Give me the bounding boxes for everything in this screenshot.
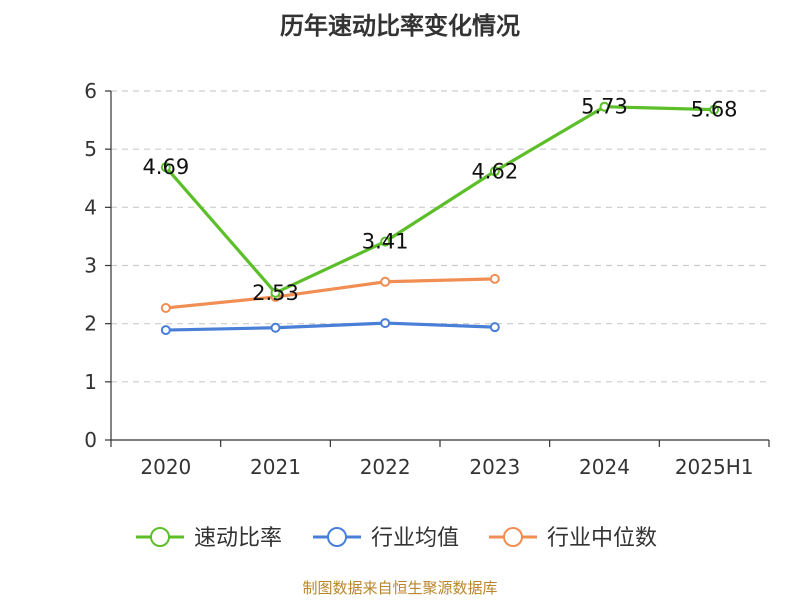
- y-tick-label: 3: [84, 254, 97, 278]
- legend-label: 行业中位数: [547, 526, 657, 551]
- chart-title: 历年速动比率变化情况: [280, 12, 520, 40]
- x-tick-label: 2025H1: [675, 455, 754, 479]
- source-note: 制图数据来自恒生聚源数据库: [302, 579, 498, 597]
- series-line: [165, 321, 495, 332]
- y-tick-label: 0: [84, 428, 97, 452]
- y-tick-label: 5: [84, 137, 97, 161]
- data-label: 4.69: [142, 155, 189, 179]
- legend-label: 行业均值: [371, 526, 459, 551]
- data-label: 3.41: [362, 230, 409, 254]
- data-labels: 4.69 2.53 3.41 4.62 5.73 5.68: [142, 95, 737, 305]
- x-tick-label: 2020: [140, 455, 191, 479]
- data-point[interactable]: [270, 322, 281, 333]
- data-point[interactable]: [160, 162, 171, 173]
- legend-item[interactable]: 行业中位数: [489, 526, 657, 551]
- legend-item[interactable]: 行业均值: [313, 526, 459, 551]
- data-label: 5.73: [581, 95, 628, 119]
- data-point[interactable]: [380, 276, 391, 287]
- y-tick-label: 1: [84, 370, 97, 394]
- data-point[interactable]: [160, 302, 171, 313]
- data-point[interactable]: [489, 322, 500, 333]
- legend[interactable]: 速动比率 行业均值 行业中位数: [136, 526, 657, 551]
- data-point[interactable]: [160, 325, 171, 336]
- series-line: [164, 105, 715, 295]
- series-lines: [160, 101, 720, 336]
- y-tick-label: 6: [84, 79, 97, 103]
- data-point[interactable]: [380, 318, 391, 329]
- data-label: 4.62: [471, 159, 518, 183]
- legend-marker-icon: [327, 527, 347, 547]
- y-tick-label: 2: [84, 312, 97, 336]
- data-point[interactable]: [709, 104, 720, 115]
- y-tick-label: 4: [84, 195, 97, 219]
- legend-label: 速动比率: [194, 526, 282, 551]
- grid-lines: [111, 90, 769, 383]
- x-tick-label: 2021: [250, 455, 301, 479]
- x-tick-label: 2023: [469, 455, 520, 479]
- data-label: 2.53: [252, 281, 299, 305]
- data-label: 5.68: [691, 98, 738, 122]
- legend-item[interactable]: 速动比率: [136, 526, 282, 551]
- data-point[interactable]: [270, 287, 281, 298]
- legend-marker-icon: [150, 527, 170, 547]
- x-tick-label: 2022: [360, 455, 411, 479]
- data-point[interactable]: [489, 273, 500, 284]
- legend-marker-icon: [503, 527, 523, 547]
- series-line: [165, 277, 495, 310]
- data-point[interactable]: [380, 236, 391, 247]
- data-point[interactable]: [489, 166, 500, 177]
- x-tick-label: 2024: [579, 455, 630, 479]
- data-point[interactable]: [599, 101, 610, 112]
- axes: 0 1 2 3 4 5 6 2020 2021 2022 2023 2024 2025H1: [84, 79, 770, 479]
